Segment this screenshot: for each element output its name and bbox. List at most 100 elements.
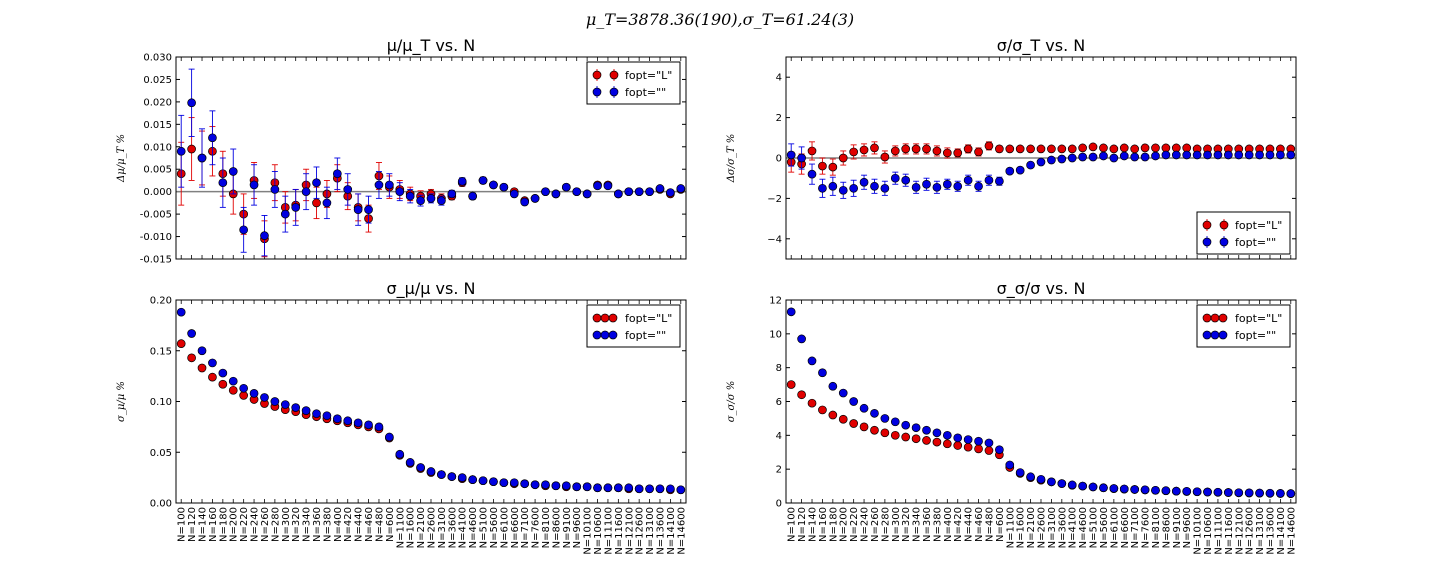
data-point — [880, 183, 890, 193]
data-point — [561, 182, 571, 192]
legend-box — [1196, 211, 1291, 255]
data-point — [953, 441, 963, 450]
y-tick-label: 0.10 — [150, 397, 172, 408]
y-tick-label: 0.005 — [143, 165, 172, 176]
data-point — [176, 307, 186, 317]
data-point — [1213, 150, 1223, 160]
data-point — [932, 428, 942, 438]
data-point — [280, 209, 290, 219]
x-tick-label: N=7100 — [520, 507, 531, 548]
data-point — [1223, 488, 1233, 497]
data-point — [1151, 151, 1160, 161]
data-point — [922, 144, 931, 154]
data-point — [995, 445, 1004, 455]
x-tick-label: N=14600 — [676, 507, 687, 555]
data-point — [468, 475, 477, 485]
legend-marker — [609, 70, 619, 80]
x-tick-label: N=400 — [943, 507, 954, 542]
data-point — [890, 430, 900, 440]
data-point — [1005, 144, 1015, 154]
data-point — [1140, 143, 1150, 153]
x-tick-label: N=600 — [385, 507, 396, 542]
data-point — [849, 397, 859, 406]
data-point — [634, 484, 644, 494]
data-point — [1161, 150, 1171, 160]
series-L — [786, 141, 1296, 176]
data-point — [270, 185, 280, 194]
x-tick-label: N=8600 — [1161, 507, 1172, 548]
data-point — [551, 481, 561, 491]
data-point — [312, 409, 321, 419]
data-point — [1286, 150, 1296, 160]
x-tick-label: N=12600 — [1245, 507, 1256, 555]
data-point — [911, 423, 921, 433]
x-tick-label: N=420 — [343, 507, 354, 542]
data-point — [1026, 472, 1035, 482]
x-tick-label: N=260 — [870, 507, 881, 542]
data-point — [797, 153, 806, 163]
data-point — [1151, 485, 1160, 495]
x-tick-label: N=180 — [828, 507, 839, 542]
figure-suptitle: μ_T=3878.36(190),σ_T=61.24(3) — [585, 10, 855, 29]
legend-marker — [1218, 313, 1228, 323]
data-point — [364, 205, 373, 214]
data-point — [468, 191, 477, 201]
data-point — [520, 197, 530, 207]
x-tick-label: N=1100 — [395, 507, 406, 548]
data-point — [426, 194, 436, 203]
data-point — [353, 418, 363, 428]
data-point — [478, 476, 488, 486]
legend-marker — [1219, 237, 1229, 247]
data-point — [932, 146, 942, 156]
data-point — [1015, 165, 1025, 175]
data-point — [807, 398, 817, 408]
data-point — [416, 463, 425, 472]
chart-title: σ_μ/μ vs. N — [387, 279, 476, 299]
y-axis-label: σ_μ/μ % — [116, 381, 127, 422]
data-point — [301, 406, 311, 415]
y-axis-label: Δσ/σ_T % — [726, 134, 737, 184]
data-point — [932, 437, 942, 447]
data-point — [963, 144, 973, 154]
data-point — [666, 188, 675, 197]
x-tick-label: N=180 — [218, 507, 229, 542]
x-tick-label: N=480 — [374, 507, 385, 542]
x-tick-label: N=12100 — [1234, 507, 1245, 555]
legend-box — [586, 304, 681, 348]
y-tick-label: -0.015 — [140, 255, 172, 266]
data-point — [561, 481, 571, 491]
y-tick-label: -0.005 — [140, 210, 172, 221]
data-point — [1244, 150, 1254, 160]
x-tick-label: N=8600 — [551, 507, 562, 548]
data-point — [291, 403, 301, 412]
data-point — [249, 389, 259, 398]
data-point — [551, 189, 561, 199]
data-point — [385, 180, 394, 190]
x-tick-label: N=9600 — [572, 507, 583, 548]
plot-frame — [785, 56, 1297, 260]
data-point — [859, 177, 869, 187]
data-point — [984, 438, 994, 448]
data-point — [437, 196, 446, 205]
data-point — [478, 176, 488, 185]
y-tick-label: 2 — [776, 465, 782, 476]
x-tick-label: N=200 — [229, 507, 240, 542]
y-tick-label: 4 — [776, 431, 782, 442]
data-point — [228, 167, 238, 176]
data-point — [807, 146, 817, 156]
data-point — [260, 231, 269, 241]
x-tick-label: N=13100 — [1255, 507, 1266, 555]
y-tick-label: 0.020 — [143, 97, 172, 108]
x-tick-label: N=480 — [984, 507, 995, 542]
legend-label: fopt="L" — [1235, 312, 1282, 325]
data-point — [249, 180, 259, 190]
data-point — [1026, 144, 1035, 154]
x-tick-label: N=320 — [901, 507, 912, 542]
data-point — [374, 422, 384, 432]
data-point — [218, 379, 228, 389]
chart-title: σ/σ_T vs. N — [997, 36, 1085, 56]
data-point — [426, 467, 436, 476]
x-tick-label: N=5600 — [489, 507, 500, 548]
x-tick-label: N=10600 — [1203, 507, 1214, 555]
